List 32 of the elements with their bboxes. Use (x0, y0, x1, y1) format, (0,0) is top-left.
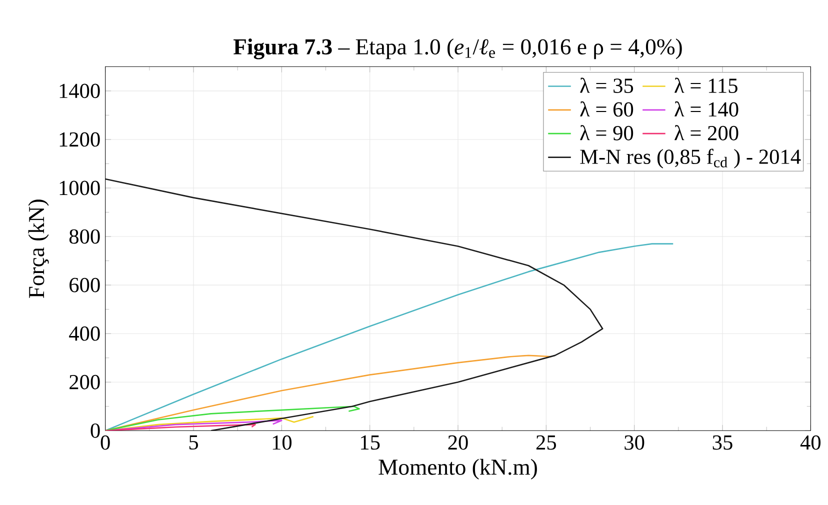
x-axis-title: Momento (kN.m) (378, 458, 537, 480)
legend-label: λ = 35 (580, 78, 634, 93)
legend-label: λ = 140 (674, 101, 738, 116)
line-series (105, 178, 604, 430)
y-tick-label: 1400 (60, 84, 100, 98)
y-tick-label: 1200 (60, 132, 100, 146)
legend-label: λ = 115 (674, 78, 738, 93)
x-tick-label: 5 (189, 435, 198, 450)
x-tick-label: 10 (272, 435, 292, 450)
legend-label: λ = 60 (580, 101, 634, 116)
legend-label: M-N res (0,85 f$_{cd}$ ) - 2014 (580, 148, 801, 168)
x-tick-label: 15 (361, 435, 380, 450)
x-tick-label: 25 (536, 435, 556, 450)
x-tick-label: 40 (800, 435, 821, 450)
x-tick-label: 30 (624, 435, 644, 450)
x-tick-label: 0 (100, 435, 110, 450)
y-tick-label: 1000 (60, 180, 100, 196)
y-tick-label: 800 (69, 229, 100, 244)
line-series (105, 354, 552, 430)
line-series (105, 424, 256, 430)
line-series (105, 242, 674, 430)
x-tick-label: 20 (448, 435, 468, 450)
line-series (105, 406, 360, 430)
legend-label: λ = 90 (580, 124, 634, 140)
y-axis-title: Força (kN) (28, 199, 49, 298)
legend-label: λ = 200 (674, 124, 738, 140)
y-tick-label: 600 (70, 278, 100, 292)
y-tick-label: 200 (70, 374, 100, 390)
y-tick-label: 0 (90, 423, 100, 438)
chart-title: Figura 7.3 – Etapa 1.0 (e$_{1}$/ℓ$_{e}$ = 0,016 e ρ = 4,0%) (234, 38, 682, 60)
y-tick-label: 400 (69, 326, 100, 341)
x-tick-label: 35 (712, 435, 732, 450)
